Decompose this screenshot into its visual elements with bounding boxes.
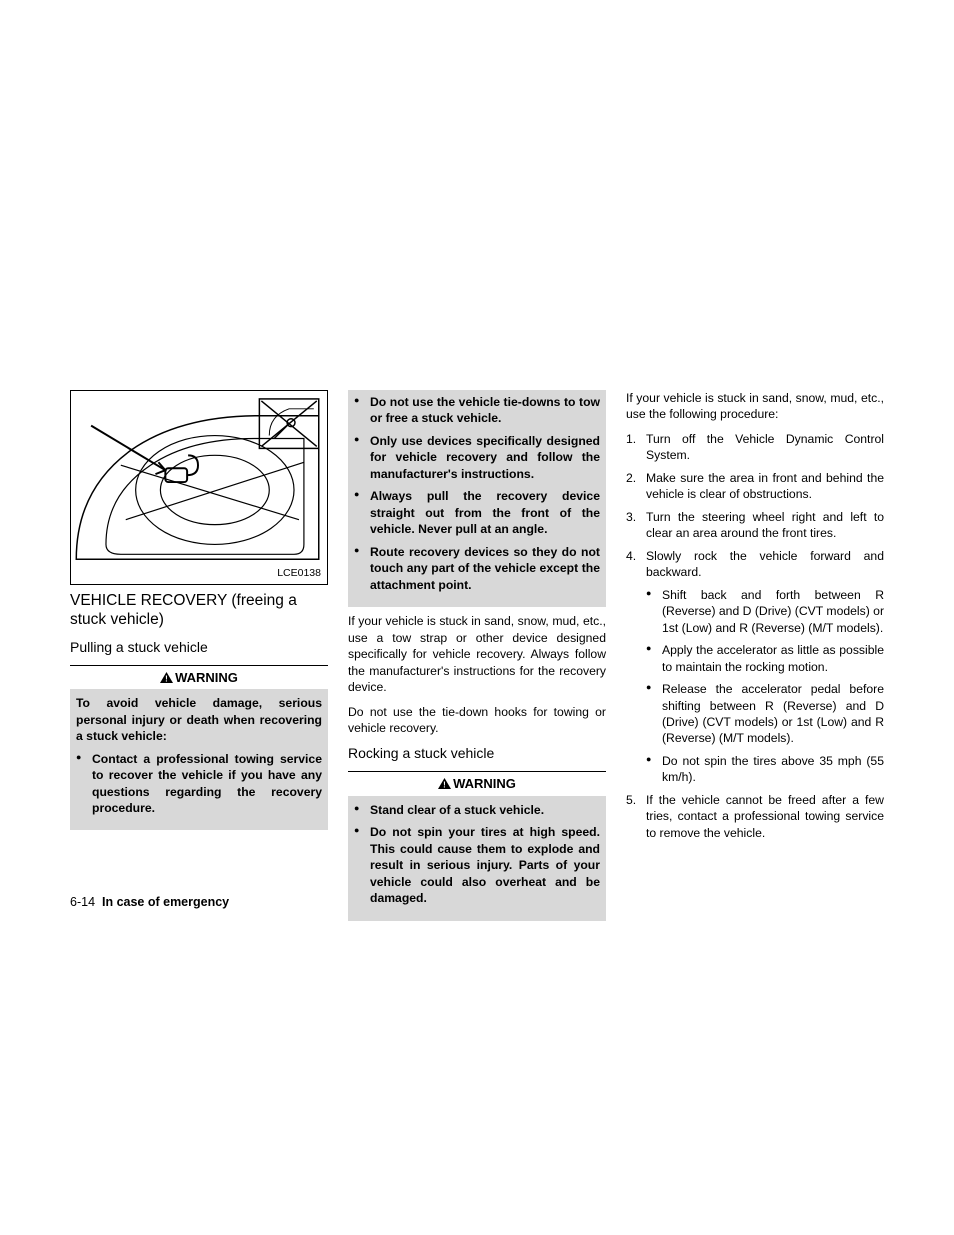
bullet-item: Do not spin your tires at high speed. Th…	[354, 824, 600, 906]
warning-bullet-list-1: Contact a professional towing service to…	[76, 751, 322, 817]
sub-bullet-item: Do not spin the tires above 35 mph (55 k…	[646, 753, 884, 786]
page-content: LCE0138 VEHICLE RECOVERY (freeing a stuc…	[70, 390, 884, 921]
bullet-item: Only use devices specifically designed f…	[354, 433, 600, 482]
column-2: Do not use the vehicle tie-downs to tow …	[348, 390, 606, 921]
warning-bullet-list-1-cont: Do not use the vehicle tie-downs to tow …	[354, 394, 600, 593]
bullet-item: Stand clear of a stuck vehicle.	[354, 802, 600, 818]
body-para-2: Do not use the tie-down hooks for towing…	[348, 704, 606, 737]
tow-hook-illustration	[71, 391, 327, 584]
warning-intro-text: To avoid vehicle damage, serious persona…	[76, 695, 322, 744]
procedure-steps: Turn off the Vehicle Dynamic Control Sys…	[626, 431, 884, 841]
svg-text:!: !	[443, 781, 446, 790]
page-number: 6-14	[70, 895, 95, 909]
warning-icon: !	[438, 776, 451, 794]
step-item: Slowly rock the vehicle forward and back…	[626, 548, 884, 786]
bullet-item: Always pull the recovery device straight…	[354, 488, 600, 537]
subsection-heading-rocking: Rocking a stuck vehicle	[348, 744, 606, 763]
bullet-item: Route recovery devices so they do not to…	[354, 544, 600, 593]
warning-heading: ! WARNING	[70, 665, 328, 688]
bullet-item: Do not use the vehicle tie-downs to tow …	[354, 394, 600, 427]
warning-box-2: Stand clear of a stuck vehicle. Do not sp…	[348, 796, 606, 921]
figure-tow-hook: LCE0138	[70, 390, 328, 585]
page-footer: 6-14 In case of emergency	[70, 895, 229, 909]
warning-icon: !	[160, 670, 173, 688]
sub-bullet-item: Release the accelerator pedal before shi…	[646, 681, 884, 747]
step-item: Turn off the Vehicle Dynamic Control Sys…	[626, 431, 884, 464]
step-item: If the vehicle cannot be freed after a f…	[626, 792, 884, 841]
column-1: LCE0138 VEHICLE RECOVERY (freeing a stuc…	[70, 390, 328, 921]
warning-box-1: To avoid vehicle damage, serious persona…	[70, 689, 328, 830]
warning-box-1-cont: Do not use the vehicle tie-downs to tow …	[348, 390, 606, 607]
sub-bullet-item: Shift back and forth between R (Reverse)…	[646, 587, 884, 636]
warning-bullet-list-2: Stand clear of a stuck vehicle. Do not sp…	[354, 802, 600, 907]
bullet-item: Contact a professional towing service to…	[76, 751, 322, 817]
section-heading: VEHICLE RECOVERY (freeing a stuck vehicl…	[70, 591, 328, 630]
step-sublist: Shift back and forth between R (Reverse)…	[646, 587, 884, 786]
figure-label: LCE0138	[277, 566, 321, 580]
sub-bullet-item: Apply the accelerator as little as possi…	[646, 642, 884, 675]
body-para-1: If your vehicle is stuck in sand, snow, …	[348, 613, 606, 695]
step-item: Make sure the area in front and behind t…	[626, 470, 884, 503]
svg-text:!: !	[165, 674, 168, 683]
column-3: If your vehicle is stuck in sand, snow, …	[626, 390, 884, 921]
step-item: Turn the steering wheel right and left t…	[626, 509, 884, 542]
warning-heading-2: ! WARNING	[348, 771, 606, 794]
procedure-intro: If your vehicle is stuck in sand, snow, …	[626, 390, 884, 423]
section-name: In case of emergency	[102, 895, 229, 909]
subsection-heading-pulling: Pulling a stuck vehicle	[70, 638, 328, 657]
